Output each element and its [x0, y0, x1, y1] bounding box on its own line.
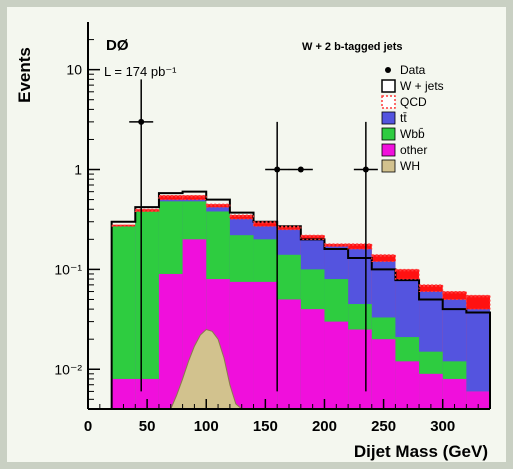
x-tick-label-6: 300 — [430, 418, 455, 435]
qcd-band-8 — [300, 234, 325, 240]
x-axis-label: Dijet Mass (GeV) — [354, 442, 488, 461]
data-point-2 — [297, 166, 304, 173]
y-tick-label-2: 10⁻¹ — [54, 261, 82, 277]
x-tick-label-1: 50 — [139, 418, 156, 435]
bar-other-9 — [324, 321, 349, 409]
qcd-band-4 — [205, 203, 231, 208]
x-tick-label-4: 200 — [312, 418, 337, 435]
legend-swatch-5 — [381, 143, 396, 157]
bar-other-5 — [229, 281, 254, 409]
y-tick-label-1: 1 — [74, 162, 82, 178]
data-point-0 — [138, 118, 145, 125]
wh-signal-shape — [170, 328, 244, 410]
bar-other-2 — [158, 273, 183, 409]
bar-other-0 — [111, 378, 136, 409]
qcd-band-12 — [394, 268, 420, 280]
y-axis-label: Events — [15, 47, 34, 103]
data-point-3 — [362, 166, 369, 173]
bar-other-15 — [466, 391, 490, 409]
x-tick-label-0: 0 — [84, 418, 92, 435]
qcd-band-10 — [347, 243, 373, 250]
legend-marker-data — [385, 67, 391, 73]
legend-swatch-3 — [381, 111, 396, 125]
qcd-band-15 — [465, 294, 491, 310]
qcd-band-1 — [134, 208, 160, 212]
x-tick-label-5: 250 — [371, 418, 396, 435]
qcd-band-11 — [371, 254, 396, 262]
legend-swatch-4 — [381, 127, 396, 141]
legend-label-4: Wbb̄ — [400, 127, 425, 141]
legend-label-1: W + jets — [400, 79, 444, 93]
qcd-hatch-layer — [111, 194, 491, 310]
x-axis-ticks: 0 50 100 150 200 250 300 — [84, 399, 479, 435]
legend-label-2: QCD — [400, 95, 427, 109]
legend-swatch-6 — [381, 159, 396, 173]
bar-tt-15 — [466, 309, 490, 409]
data-points-layer — [129, 79, 378, 392]
x-tick-label-2: 100 — [194, 418, 219, 435]
y-tick-label-0: 10 — [66, 62, 82, 78]
y-tick-label-3: 10⁻² — [54, 361, 82, 377]
bar-other-7 — [277, 299, 301, 409]
wh-signal-layer — [170, 328, 244, 410]
bar-other-13 — [419, 373, 443, 409]
experiment-label: DØ — [106, 37, 129, 54]
legend-label-6: WH — [400, 159, 420, 173]
bar-other-11 — [371, 339, 396, 409]
bar-other-10 — [348, 329, 372, 409]
qcd-band-13 — [418, 284, 444, 293]
legend-label-0: Data — [400, 63, 426, 77]
w-jets-outline — [110, 190, 491, 409]
qcd-band-5 — [229, 214, 255, 220]
legend-label-5: other — [400, 143, 427, 157]
bar-other-14 — [442, 378, 467, 409]
bar-other-8 — [300, 309, 325, 409]
y-axis-ticks: 10 1 10⁻¹ 10⁻² — [54, 39, 100, 400]
data-point-1 — [274, 166, 281, 173]
luminosity-label: L = 174 pb⁻¹ — [104, 64, 177, 79]
bar-other-6 — [253, 281, 278, 409]
legend-label-3: tt̄ — [400, 111, 407, 125]
chart-title: W + 2 b-tagged jets — [302, 41, 403, 53]
w-jets-outline-layer — [110, 190, 491, 409]
bar-other-12 — [395, 361, 420, 409]
qcd-band-3 — [182, 194, 207, 201]
legend: Data W + jets QCD tt̄ Wbb̄ other WH — [381, 63, 444, 173]
legend-swatch-qcd — [381, 95, 396, 109]
bar-wbb-0 — [111, 226, 136, 409]
x-tick-label-3: 150 — [253, 418, 278, 435]
legend-swatch-wjets — [381, 79, 396, 93]
